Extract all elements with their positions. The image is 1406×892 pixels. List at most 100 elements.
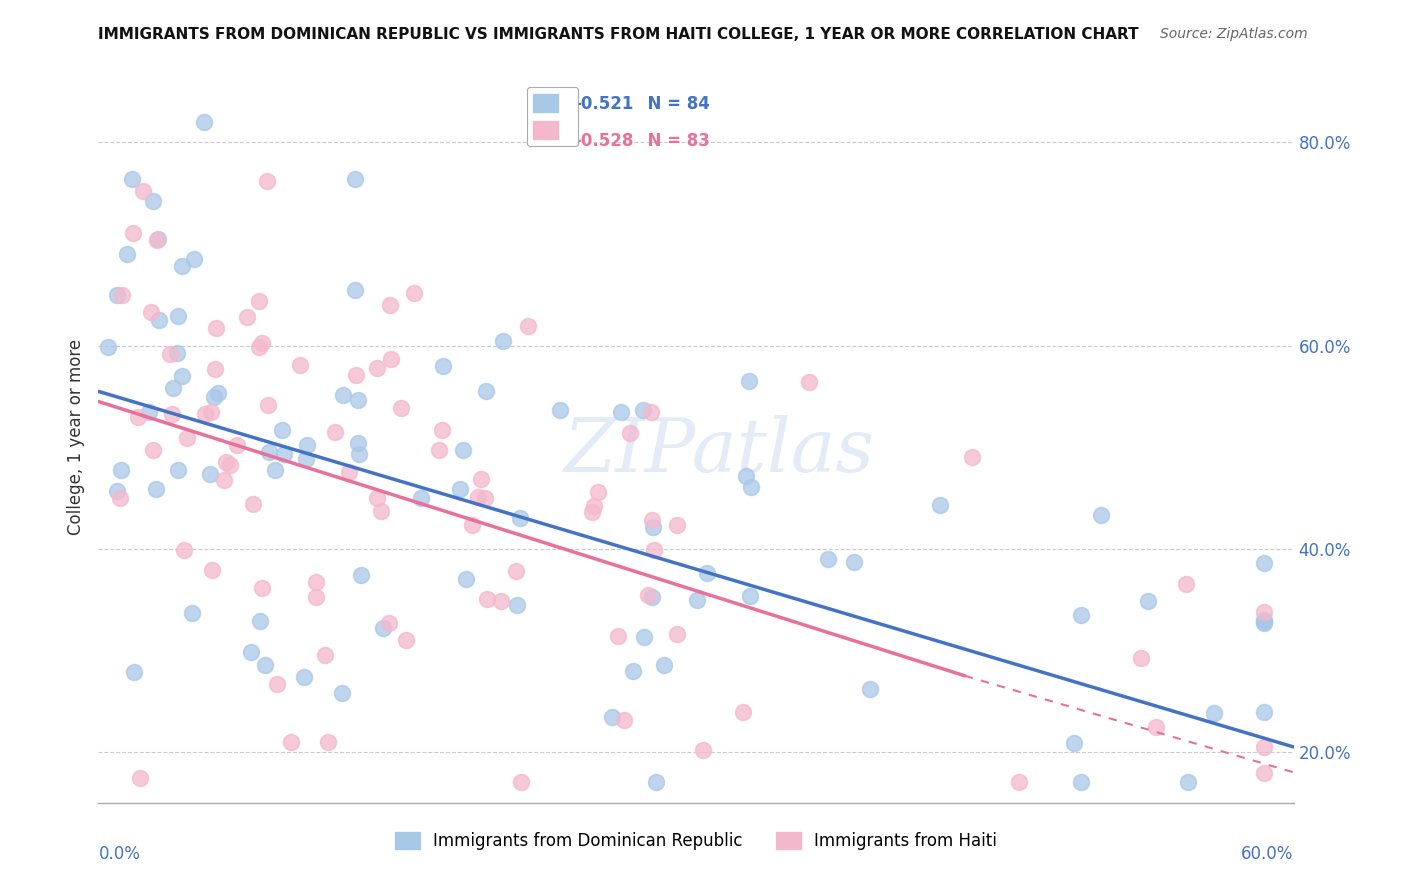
Point: [129, 772, 152, 786]
Point: [449, 483, 471, 497]
Point: [167, 463, 190, 477]
Point: [641, 513, 664, 527]
Point: [292, 670, 315, 684]
Point: [380, 351, 402, 366]
Point: [138, 405, 160, 419]
Point: [146, 233, 169, 247]
Point: [461, 518, 484, 533]
Point: [427, 442, 450, 457]
Point: [256, 173, 278, 187]
Point: [142, 194, 165, 208]
Point: [696, 566, 718, 580]
Point: [1070, 607, 1092, 622]
Point: [686, 593, 709, 607]
Point: [166, 346, 188, 360]
Point: [204, 321, 226, 335]
Point: [1253, 615, 1275, 630]
Point: [214, 473, 236, 487]
Point: [273, 447, 295, 461]
Point: [491, 594, 513, 608]
Point: [734, 469, 756, 483]
Point: [370, 504, 392, 518]
Point: [121, 226, 143, 240]
Point: [225, 438, 247, 452]
Point: [666, 518, 689, 533]
Point: [314, 648, 336, 662]
Point: [207, 385, 229, 400]
Point: [305, 575, 328, 590]
Point: [797, 376, 820, 390]
Point: [332, 388, 354, 402]
Point: [1129, 650, 1152, 665]
Point: [610, 405, 633, 419]
Point: [111, 287, 134, 301]
Text: R =: R =: [529, 95, 565, 113]
Point: [254, 657, 277, 672]
Point: [586, 485, 609, 500]
Text: 60.0%: 60.0%: [1241, 845, 1294, 863]
Point: [641, 590, 664, 604]
Point: [127, 409, 149, 424]
Point: [475, 591, 498, 606]
Point: [817, 552, 839, 566]
Point: [1202, 706, 1225, 721]
Point: [366, 491, 388, 505]
Point: [858, 681, 880, 696]
Point: [395, 632, 418, 647]
Point: [148, 313, 170, 327]
Point: [218, 458, 240, 473]
Point: [193, 407, 215, 421]
Point: [581, 505, 603, 519]
Point: [110, 463, 132, 477]
Text: -0.528: -0.528: [574, 132, 634, 150]
Point: [115, 246, 138, 260]
Point: [121, 172, 143, 186]
Point: [180, 607, 202, 621]
Point: [731, 705, 754, 719]
Point: [474, 491, 496, 506]
Point: [215, 455, 238, 469]
Point: [204, 361, 226, 376]
Point: [170, 259, 193, 273]
Point: [240, 645, 263, 659]
Point: [633, 630, 655, 644]
Point: [1090, 508, 1112, 523]
Point: [295, 438, 318, 452]
Point: [505, 599, 527, 613]
Point: [280, 734, 302, 748]
Point: [631, 402, 654, 417]
Point: [1177, 775, 1199, 789]
Point: [621, 664, 644, 678]
Point: [600, 710, 623, 724]
Text: N = 83: N = 83: [636, 132, 710, 150]
Point: [145, 482, 167, 496]
Point: [122, 665, 145, 679]
Point: [637, 588, 659, 602]
Point: [641, 520, 664, 534]
Point: [1253, 613, 1275, 627]
Point: [454, 572, 477, 586]
Point: [738, 374, 761, 388]
Point: [409, 491, 432, 505]
Point: [242, 497, 264, 511]
Point: [202, 390, 225, 404]
Y-axis label: College, 1 year or more: College, 1 year or more: [66, 339, 84, 535]
Point: [740, 589, 762, 603]
Point: [108, 491, 131, 505]
Text: R =: R =: [529, 132, 565, 150]
Point: [366, 360, 388, 375]
Point: [257, 445, 280, 459]
Point: [148, 232, 170, 246]
Point: [654, 658, 676, 673]
Point: [377, 616, 399, 631]
Legend: , : ,: [527, 87, 578, 146]
Text: N = 84: N = 84: [636, 95, 710, 113]
Point: [105, 483, 128, 498]
Point: [692, 743, 714, 757]
Point: [432, 359, 454, 373]
Point: [330, 686, 353, 700]
Point: [344, 368, 367, 382]
Point: [929, 498, 952, 512]
Point: [139, 305, 162, 319]
Point: [510, 775, 533, 789]
